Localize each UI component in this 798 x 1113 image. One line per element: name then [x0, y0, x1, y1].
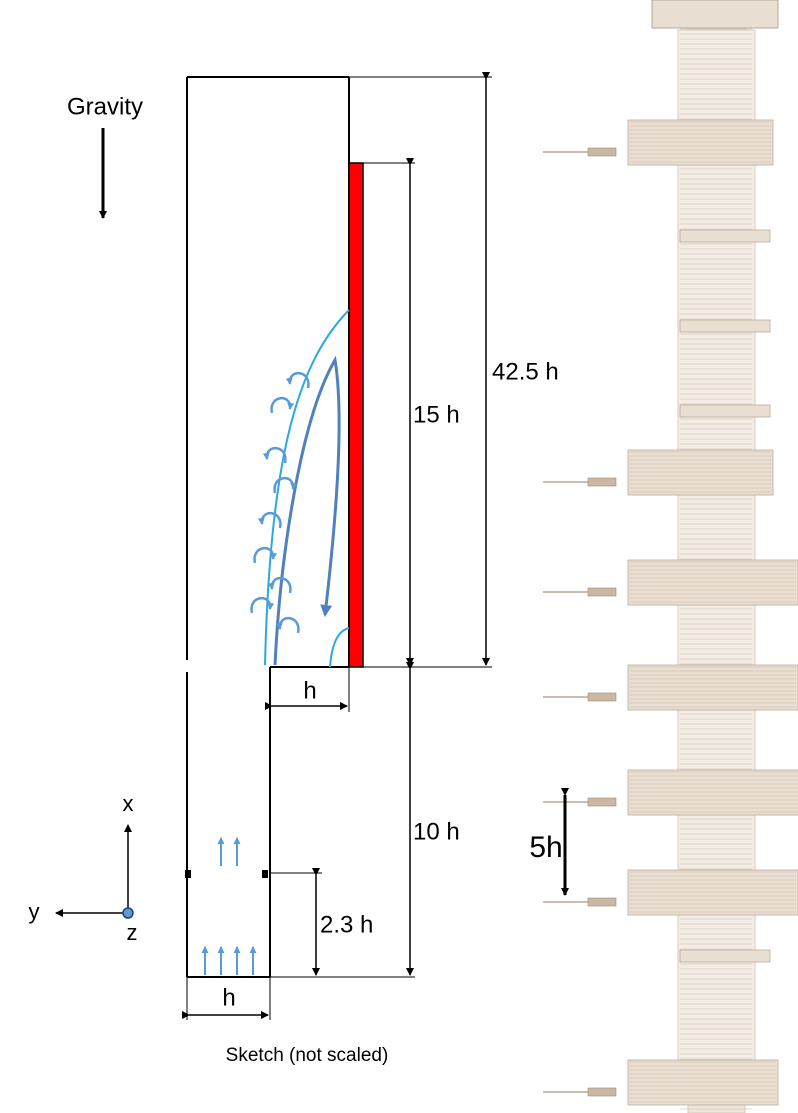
eddy — [262, 447, 287, 464]
eddy — [270, 397, 295, 414]
mesh-stub — [587, 692, 617, 702]
corner-vortex — [329, 627, 350, 668]
mesh-block — [627, 119, 774, 166]
gravity-label: Gravity — [67, 93, 143, 120]
caption: Sketch (not scaled) — [226, 1045, 389, 1066]
eddy — [253, 547, 278, 564]
mesh-view — [543, 0, 798, 1113]
mesh-block — [679, 319, 771, 333]
mesh-column — [677, 29, 756, 1081]
mesh-block — [627, 769, 798, 816]
eddy — [267, 577, 292, 594]
eddy — [257, 512, 282, 529]
eddy — [250, 597, 275, 614]
mesh-stub — [587, 897, 617, 907]
mesh-block — [627, 449, 774, 496]
mesh-block — [651, 0, 779, 29]
channel-width-label: h — [222, 984, 235, 1011]
mesh-block — [627, 664, 798, 711]
eddy — [275, 617, 300, 634]
mesh-block — [679, 404, 771, 418]
mesh-block — [627, 559, 798, 606]
axis-origin — [122, 907, 134, 919]
mesh-stub — [587, 147, 617, 157]
sketch — [55, 72, 569, 1020]
height-total-label: 42.5 h — [492, 358, 559, 385]
mesh-block — [627, 869, 798, 916]
inlet-marker — [185, 870, 191, 878]
heated-wall — [348, 162, 364, 668]
eddy — [273, 477, 298, 494]
mesh-block — [627, 1059, 779, 1106]
mesh-block — [679, 949, 771, 963]
inlet-marker — [262, 870, 268, 878]
inlet-length-label: 10 h — [413, 818, 460, 845]
axis-y-label: y — [29, 899, 40, 924]
axis-z-label: z — [127, 920, 138, 945]
axis-x-label: x — [123, 791, 134, 816]
height-heated-label: 15 h — [413, 401, 460, 428]
recirculation — [273, 355, 341, 666]
mesh-stub — [587, 587, 617, 597]
mesh-block — [679, 229, 771, 243]
step-width-label: h — [303, 677, 316, 704]
eddy — [285, 372, 310, 389]
mesh-stub — [587, 1087, 617, 1097]
mesh-stub — [587, 477, 617, 487]
spacing-label: 5h — [529, 831, 562, 864]
inlet-position-label: 2.3 h — [320, 911, 373, 938]
mesh-stub — [587, 797, 617, 807]
